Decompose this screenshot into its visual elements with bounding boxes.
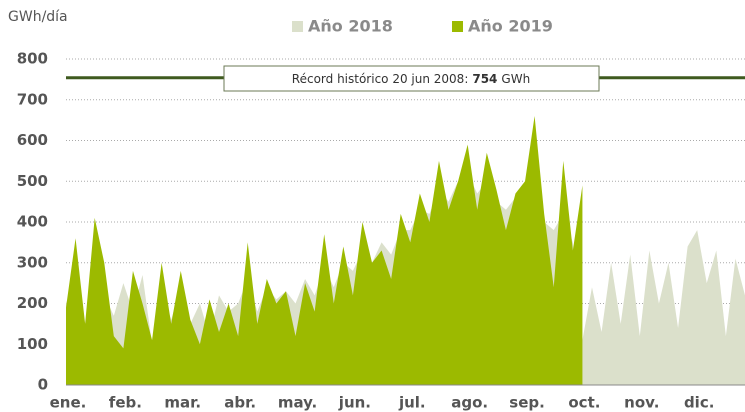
y-tick-label: 800 [17,50,48,68]
legend-swatch [292,21,303,32]
x-tick-label: sep. [509,394,545,412]
x-tick-label: nov. [624,394,659,412]
x-tick-label: ago. [451,394,488,412]
area [66,116,583,386]
legend-swatch [452,21,463,32]
annotation-unit: GWh [501,72,530,86]
x-tick-label: jul. [398,394,426,412]
y-axis-label: GWh/día [8,9,68,25]
x-tick-label: abr. [224,394,256,412]
x-tick-label: dic. [684,394,714,412]
x-tick-label: feb. [109,394,142,412]
y-tick-label: 700 [17,90,48,108]
x-tick-label: ene. [50,394,87,412]
x-tick-label: may. [278,394,317,412]
y-tick-label: 400 [17,213,48,231]
annotation-box [223,65,600,92]
annotation-text: Récord histórico 20 jun 2008: 754 GWh [292,72,530,86]
annotation-value: 754 [472,72,497,86]
y-tick-label: 100 [17,335,48,353]
y-tick-label: 300 [17,253,48,271]
y-tick-label: 500 [17,172,48,190]
x-tick-label: jun. [338,394,371,412]
y-tick-label: 600 [17,131,48,149]
x-tick-label: mar. [164,394,201,412]
x-tick-label: oct. [568,394,600,412]
y-tick-label: 200 [17,294,48,312]
legend-label: Año 2019 [468,17,553,36]
y-tick-label: 0 [38,376,48,394]
legend-label: Año 2018 [308,17,393,36]
annotation-prefix: Récord histórico 20 jun 2008: [292,72,469,86]
